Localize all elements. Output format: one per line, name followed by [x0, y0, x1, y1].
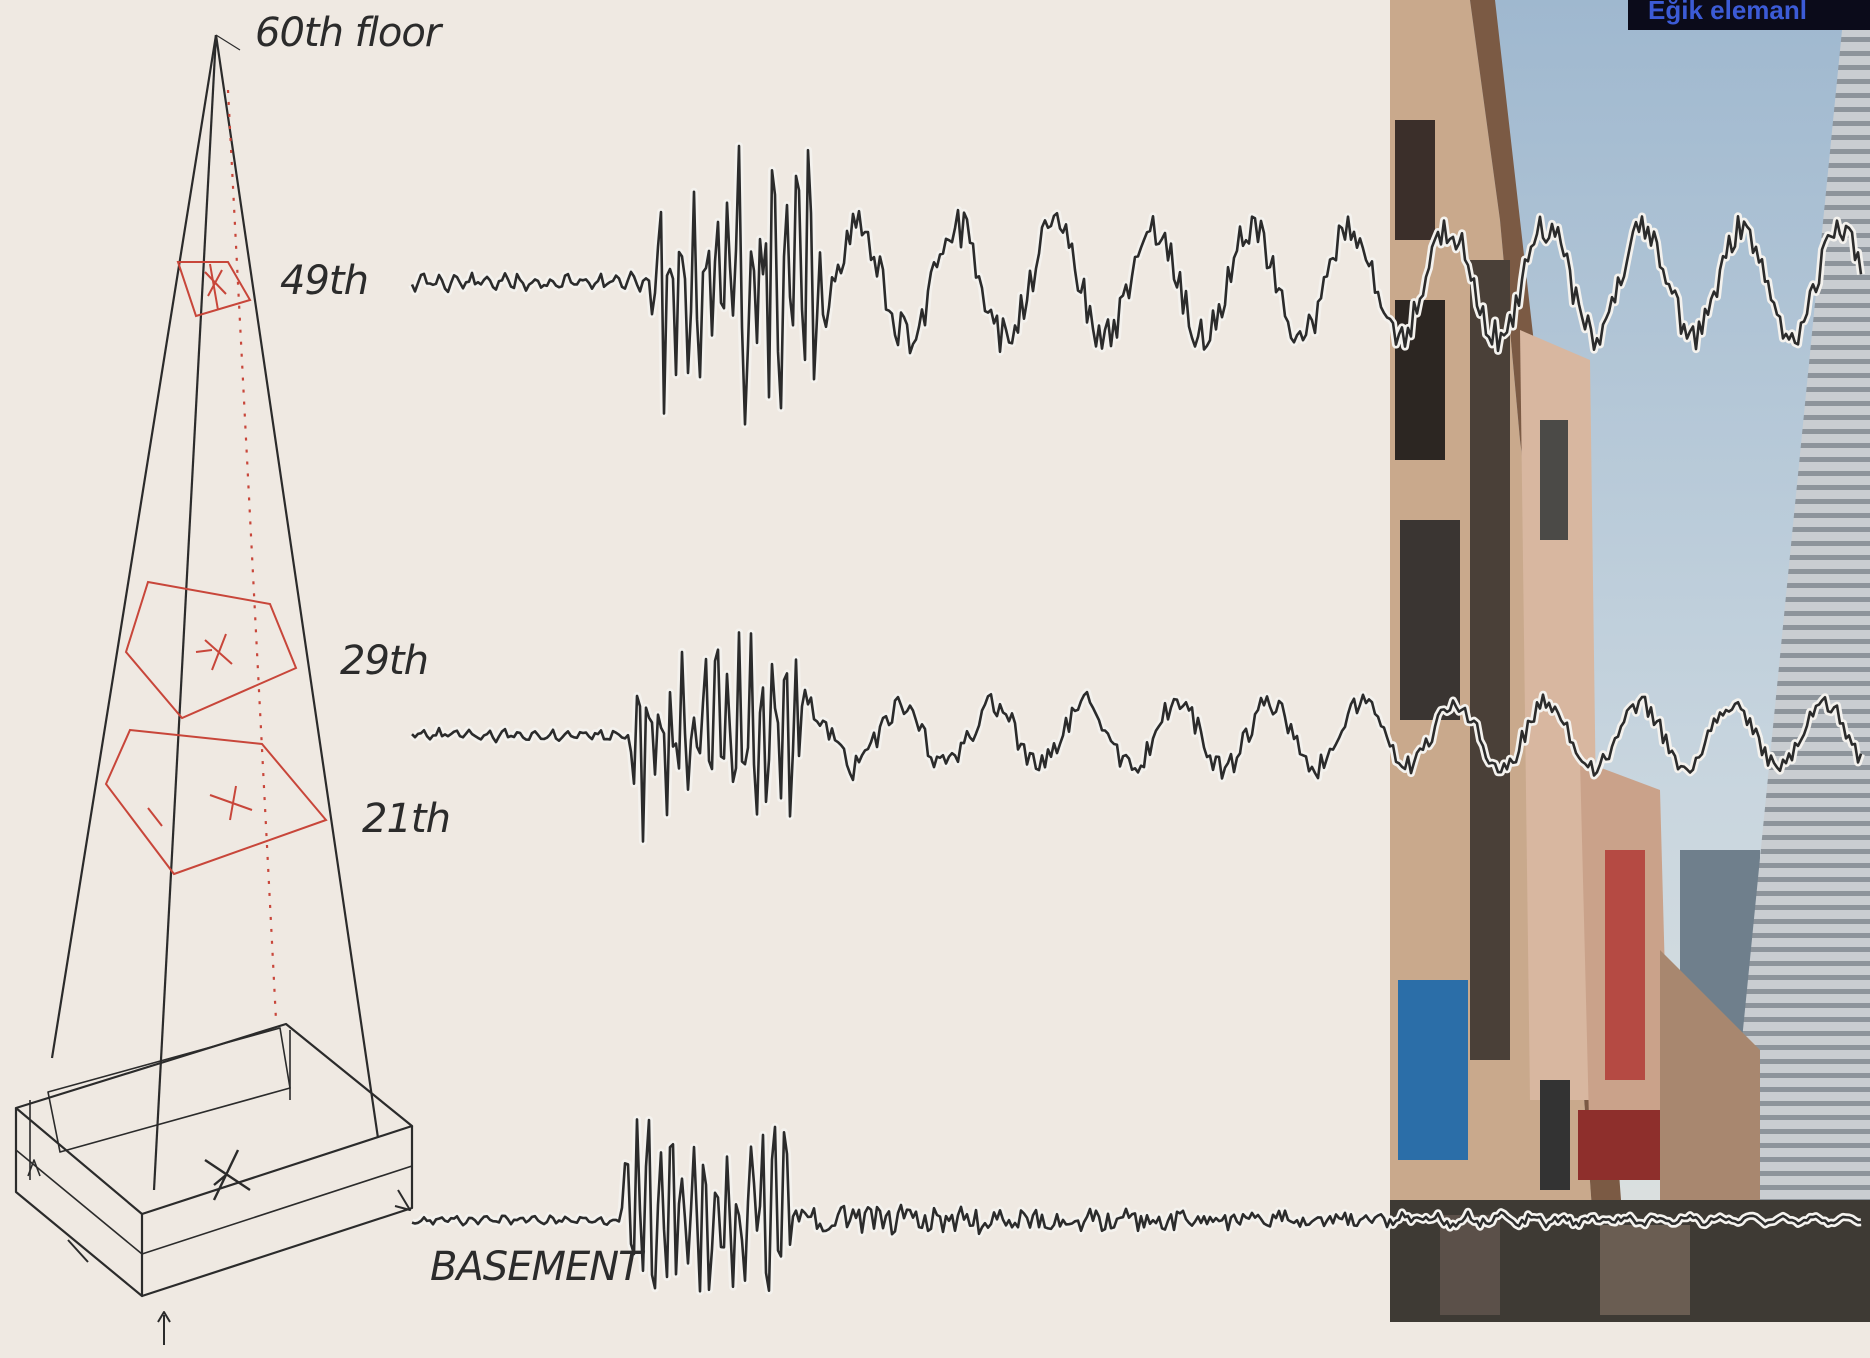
blue-awning	[1398, 980, 1468, 1160]
label-60th-floor: 60th floor	[255, 10, 441, 56]
banner-text: Eğik elemanl	[1648, 0, 1807, 25]
plane-49th	[176, 261, 252, 318]
label-basement: BASEMENT	[430, 1244, 643, 1290]
label-21th-floor: 21th	[362, 796, 451, 842]
sensor-29th	[195, 633, 233, 671]
sensor-planes	[104, 261, 328, 876]
plane-21th	[104, 728, 328, 876]
trace-basement-line	[411, 1118, 1862, 1293]
trace-49th-line	[410, 144, 1863, 426]
trace-29th-line	[411, 631, 1863, 843]
label-49th-floor: 49th	[280, 258, 369, 304]
pyramid-tower	[1740, 0, 1870, 1322]
sensor-21th	[147, 785, 253, 827]
seismogram-traces	[408, 141, 1865, 1296]
sensor-49th	[204, 269, 227, 297]
street-photo	[1390, 0, 1870, 1322]
vertical-sign	[1605, 850, 1645, 1080]
building-wireframe	[14, 34, 414, 1345]
plane-29th	[124, 580, 298, 720]
label-29th-floor: 29th	[340, 638, 429, 684]
top-banner: Eğik elemanl	[1628, 0, 1870, 30]
